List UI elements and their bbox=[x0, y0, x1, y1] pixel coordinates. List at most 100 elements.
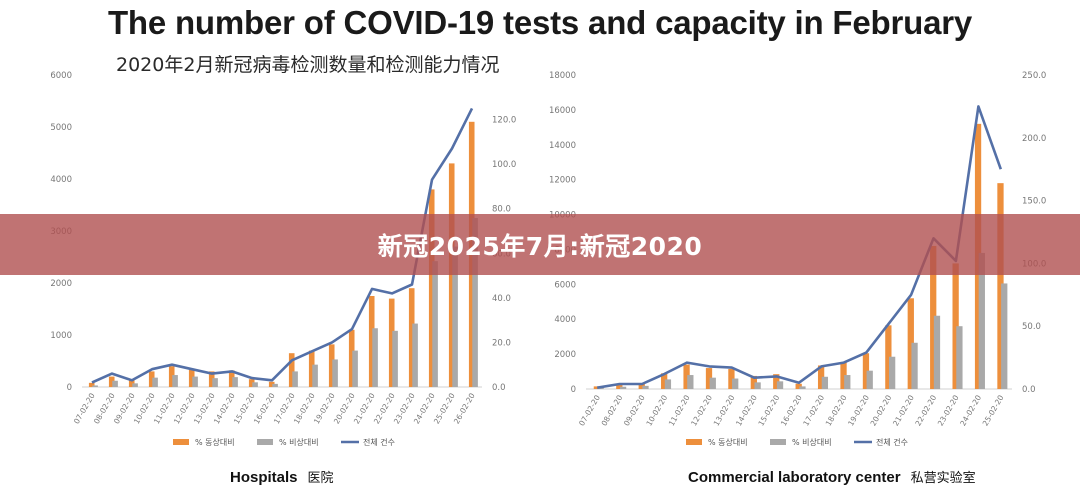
bar-series-2 bbox=[172, 375, 178, 387]
bar-series-2 bbox=[132, 383, 138, 387]
y-left-tick-label: 16000 bbox=[549, 106, 576, 116]
x-tick-label: 23-02-20 bbox=[936, 393, 961, 427]
bar-series-2 bbox=[1001, 283, 1008, 389]
x-tick-label: 14-02-20 bbox=[734, 393, 759, 427]
bar-series-2 bbox=[272, 383, 278, 387]
bar-series-2 bbox=[332, 359, 338, 387]
bar-series-2 bbox=[212, 378, 218, 387]
page-title: The number of COVID-19 tests and capacit… bbox=[107, 4, 973, 41]
bar-series-1 bbox=[705, 368, 713, 389]
y-left-tick-label: 12000 bbox=[549, 176, 576, 186]
legend-label: % 동상대비 bbox=[708, 437, 748, 447]
legend-swatch bbox=[770, 439, 786, 445]
bar-series-1 bbox=[308, 350, 315, 387]
y-left-tick-label: 18000 bbox=[549, 71, 576, 81]
legend-label: % 비상대비 bbox=[792, 437, 832, 447]
y-right-tick-label: 50.0 bbox=[1022, 322, 1041, 332]
y-right-tick-label: 100.0 bbox=[492, 160, 516, 170]
y-right-tick-label: 120.0 bbox=[492, 116, 516, 126]
legend-label: 전체 건수 bbox=[363, 437, 395, 447]
bar-series-2 bbox=[152, 377, 158, 387]
page-subtitle: 2020年2月新冠病毒检测数量和检测能力情况 bbox=[116, 54, 500, 76]
x-tick-label: 24-02-20 bbox=[958, 393, 983, 427]
hospitals-caption: Hospitals 医院 bbox=[230, 467, 334, 486]
bar-series-2 bbox=[372, 328, 378, 387]
legend-label: % 동상대비 bbox=[195, 437, 235, 447]
x-tick-label: 25-02-20 bbox=[981, 393, 1006, 427]
bar-series-1 bbox=[188, 369, 195, 387]
bar-series-1 bbox=[862, 353, 870, 389]
bar-series-1 bbox=[368, 296, 375, 387]
bar-series-2 bbox=[192, 376, 198, 387]
bar-series-2 bbox=[978, 252, 985, 389]
bar-series-2 bbox=[687, 375, 694, 389]
y-right-tick-label: 20.0 bbox=[492, 338, 511, 348]
commercial-caption: Commercial laboratory center 私营实验室 bbox=[688, 467, 976, 486]
x-tick-label: 22-02-20 bbox=[913, 393, 938, 427]
x-tick-label: 17-02-20 bbox=[801, 393, 826, 427]
bar-series-2 bbox=[732, 378, 739, 389]
bar-series-2 bbox=[432, 261, 438, 387]
x-tick-label: 07-02-20 bbox=[577, 393, 602, 427]
x-tick-label: 08-02-20 bbox=[600, 393, 625, 427]
bar-series-1 bbox=[328, 344, 335, 387]
bar-series-2 bbox=[472, 218, 478, 387]
bar-series-1 bbox=[593, 386, 601, 389]
bar-series-2 bbox=[352, 350, 358, 387]
legend-swatch bbox=[257, 439, 273, 445]
bar-series-1 bbox=[683, 364, 690, 389]
x-tick-label: 16-02-20 bbox=[779, 393, 804, 427]
bar-series-2 bbox=[112, 380, 118, 387]
x-tick-label: 18-02-20 bbox=[824, 393, 849, 427]
bar-series-1 bbox=[952, 263, 959, 389]
bar-series-1 bbox=[88, 382, 95, 387]
hospitals-caption-cn: 医院 bbox=[307, 471, 334, 486]
bar-series-1 bbox=[448, 163, 455, 387]
x-tick-label: 12-02-20 bbox=[689, 393, 714, 427]
commercial-caption-en: Commercial laboratory center bbox=[688, 469, 901, 486]
legend-swatch bbox=[173, 439, 189, 445]
bar-series-2 bbox=[619, 386, 627, 389]
bar-series-2 bbox=[956, 326, 963, 389]
x-tick-label: 21-02-20 bbox=[891, 393, 916, 427]
x-tick-label: 20-02-20 bbox=[869, 393, 894, 427]
x-tick-label: 19-02-20 bbox=[846, 393, 871, 427]
bar-series-2 bbox=[92, 385, 98, 387]
bar-series-2 bbox=[776, 381, 784, 389]
bar-series-2 bbox=[911, 342, 918, 389]
bar-series-1 bbox=[728, 368, 735, 389]
bar-series-1 bbox=[208, 371, 215, 387]
y-left-tick-label: 0 bbox=[67, 383, 72, 393]
y-left-tick-label: 4000 bbox=[554, 315, 576, 325]
bar-series-2 bbox=[312, 364, 318, 387]
y-right-tick-label: 250.0 bbox=[1022, 71, 1046, 81]
line-series-total bbox=[91, 107, 474, 384]
bar-series-1 bbox=[348, 329, 355, 387]
bar-series-1 bbox=[930, 245, 937, 389]
bar-series-1 bbox=[228, 370, 235, 387]
x-tick-label: 15-02-20 bbox=[756, 393, 781, 427]
bar-series-2 bbox=[292, 371, 298, 387]
bar-series-1 bbox=[773, 374, 780, 389]
bar-series-1 bbox=[638, 383, 645, 389]
legend-label: 전체 건수 bbox=[876, 437, 908, 447]
bar-series-2 bbox=[252, 382, 258, 387]
x-tick-label: 10-02-20 bbox=[644, 393, 669, 427]
bar-series-2 bbox=[709, 377, 716, 389]
bar-series-1 bbox=[248, 379, 255, 387]
bar-series-2 bbox=[392, 330, 398, 387]
banner-text: 新冠2025年7月:新冠2020 bbox=[377, 231, 703, 261]
y-left-tick-label: 6000 bbox=[50, 71, 72, 81]
bar-series-2 bbox=[933, 315, 941, 389]
bar-series-1 bbox=[885, 325, 892, 389]
bar-series-2 bbox=[232, 377, 238, 387]
bar-series-1 bbox=[408, 288, 415, 387]
y-left-tick-label: 1000 bbox=[50, 331, 72, 341]
y-right-tick-label: 80.0 bbox=[492, 205, 511, 215]
bar-series-2 bbox=[844, 375, 851, 389]
y-right-tick-label: 200.0 bbox=[1022, 134, 1046, 144]
bar-series-1 bbox=[840, 361, 847, 389]
bar-series-1 bbox=[108, 376, 115, 387]
legend-label: % 비상대비 bbox=[279, 437, 319, 447]
